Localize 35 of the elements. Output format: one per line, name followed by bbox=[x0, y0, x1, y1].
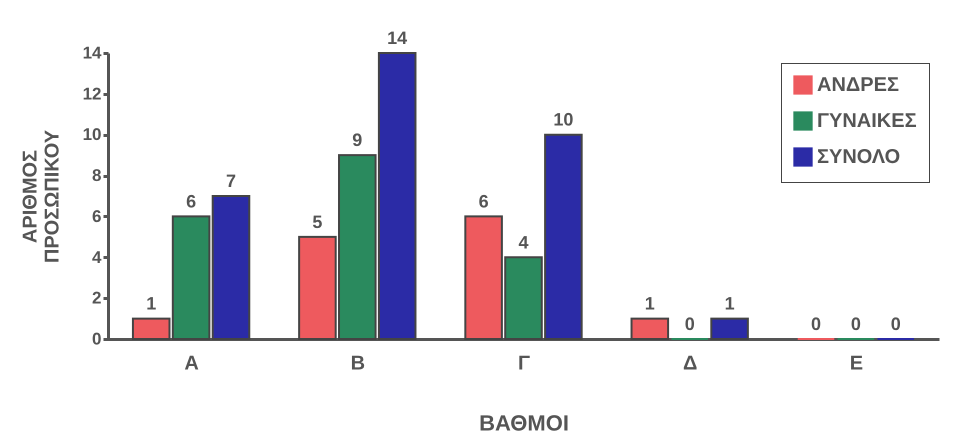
data-label: 1 bbox=[724, 294, 735, 314]
x-tick-label: Ε bbox=[850, 352, 864, 374]
y-tick-label: 12 bbox=[82, 84, 102, 104]
legend-label: ΓΥΝΑΙΚΕΣ bbox=[817, 110, 917, 132]
y-tick-label: 14 bbox=[82, 44, 102, 62]
y-tick-label: 4 bbox=[92, 248, 102, 267]
data-label: 1 bbox=[146, 294, 156, 314]
data-label: 0 bbox=[811, 314, 822, 334]
bar bbox=[630, 318, 670, 340]
data-label: 0 bbox=[850, 314, 861, 334]
data-label: 0 bbox=[684, 314, 695, 334]
data-label: 9 bbox=[352, 130, 362, 150]
data-label: 10 bbox=[553, 110, 574, 130]
data-label: 7 bbox=[226, 171, 236, 191]
y-tick-label: 10 bbox=[82, 125, 102, 144]
data-label: 0 bbox=[890, 314, 901, 334]
legend-label: ΑΝΔΡΕΣ bbox=[817, 74, 899, 96]
data-label: 5 bbox=[312, 212, 322, 232]
x-tick-label: Β bbox=[350, 352, 366, 374]
x-axis-title: ΒΑΘΜΟΙ bbox=[479, 410, 569, 436]
legend-label: ΣΥΝΟΛΟ bbox=[817, 146, 900, 168]
data-label: 4 bbox=[518, 232, 529, 252]
y-tick-label: 8 bbox=[92, 166, 102, 186]
y-axis-title: ΑΡΙΘΜΟΣ ΠΡΟΣΩΠΙΚΟΥ bbox=[20, 129, 64, 264]
x-tick-label: Γ bbox=[518, 352, 530, 374]
y-tick-label: 0 bbox=[92, 330, 102, 348]
y-tick-label: 2 bbox=[92, 288, 102, 308]
x-tick-label: Δ bbox=[683, 352, 698, 374]
data-label: 6 bbox=[478, 191, 489, 212]
x-tick-label: Α bbox=[184, 352, 199, 374]
data-label: 14 bbox=[387, 28, 408, 48]
data-label: 1 bbox=[644, 294, 655, 314]
bar bbox=[710, 318, 749, 340]
y-tick-label: 6 bbox=[92, 206, 102, 226]
data-label: 6 bbox=[186, 191, 196, 212]
